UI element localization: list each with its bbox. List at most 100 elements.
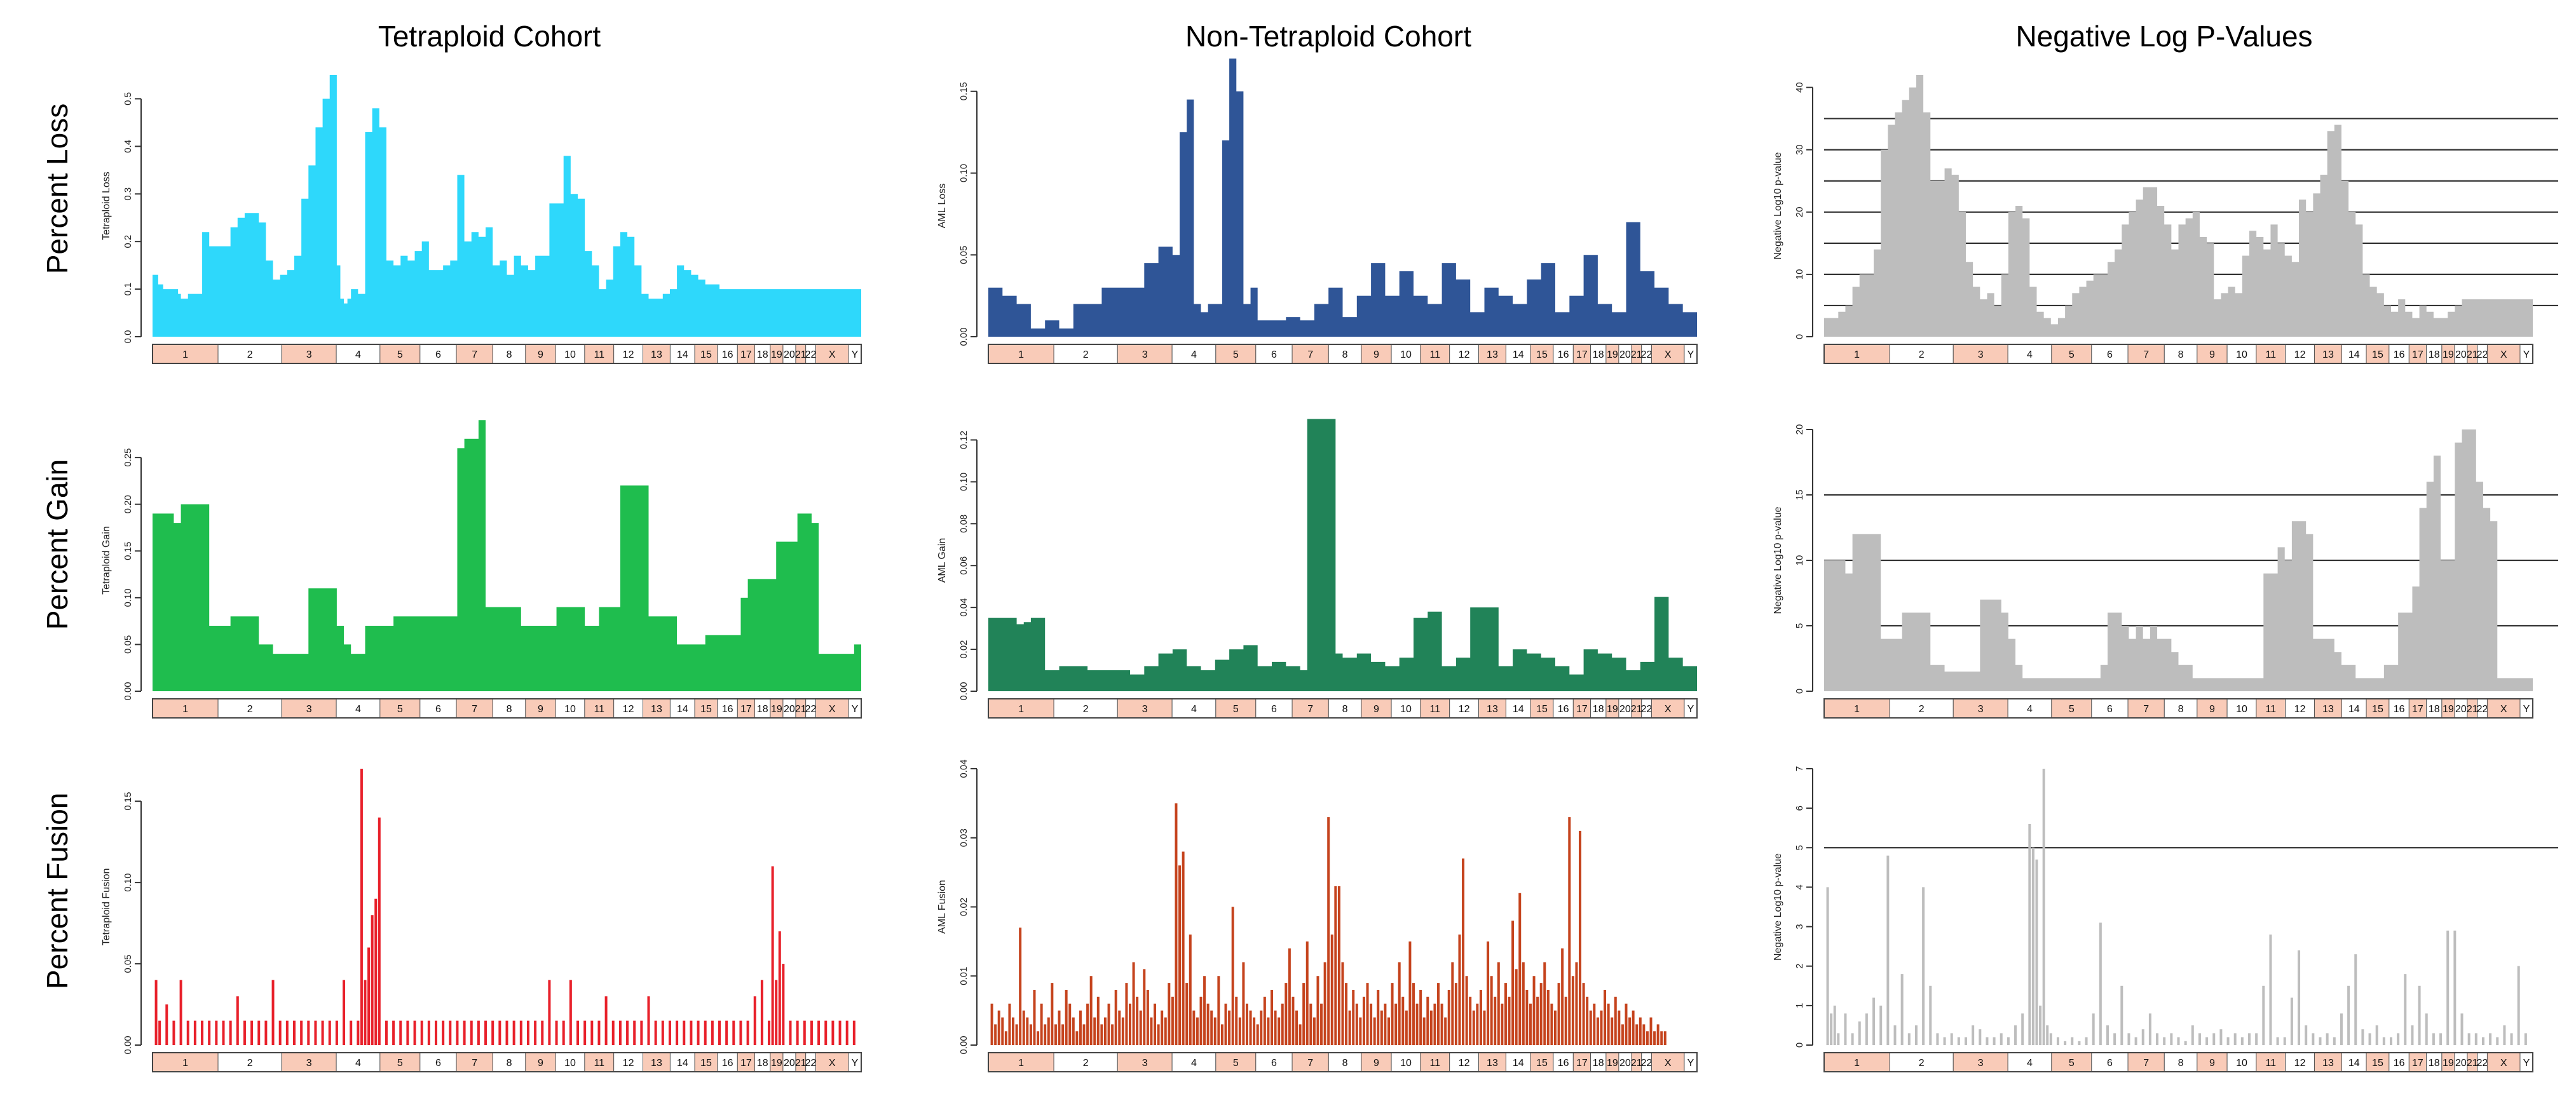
y-tick-label: 0.00 [958,682,969,700]
bar [997,1010,1000,1045]
bar [1320,1003,1323,1045]
bar [165,1004,168,1045]
chromosome-label: 4 [355,1058,361,1069]
bar [604,996,608,1045]
bar [2042,769,2045,1045]
bar [2212,1033,2216,1045]
bar [2375,1025,2378,1045]
bar [1511,921,1515,1045]
bar [1086,1003,1089,1045]
bar [399,1020,402,1045]
bar [1051,983,1054,1045]
chromosome-segment [1505,698,1531,719]
bar [2474,1033,2477,1045]
chromosome-label: 14 [2348,1058,2360,1069]
bar [1872,997,1876,1045]
chromosome-label: 1 [1018,704,1024,715]
chromosome-segment [2256,1052,2286,1072]
chromosome-label: X [2500,349,2507,360]
chromosome-label: 11 [1429,349,1440,360]
chromosome-segment [642,1052,671,1072]
chromosome-segment [815,698,849,719]
chromosome-label: 4 [355,349,361,360]
bar [1079,1010,1082,1045]
bar [782,964,785,1045]
bar [1656,1024,1659,1045]
bar [1508,996,1511,1045]
bar [2517,966,2520,1045]
chromosome-label: 14 [1513,349,1524,360]
bar [1213,1017,1216,1045]
bar [158,1020,161,1045]
chromosome-label: 13 [1487,704,1498,715]
bar [2092,1013,2095,1045]
chromosome-label: 13 [2322,1058,2334,1069]
chromosome-label: 18 [1593,704,1604,715]
bar [1660,1031,1663,1045]
bar [845,1020,848,1045]
bar [1568,817,1571,1045]
bar [1263,996,1266,1045]
chromosome-label: Y [2523,349,2530,360]
bar [1936,1033,1939,1045]
bar [208,1020,211,1045]
chromosome-segment [2091,698,2129,719]
chromosome-segment [1505,344,1531,364]
bar [1415,1003,1419,1045]
bar [1171,996,1174,1045]
bar [1096,996,1100,1045]
bar [1532,976,1536,1045]
chromosome-segment [2197,698,2228,719]
bar [526,1020,529,1045]
chromosome-label: 17 [740,1058,752,1069]
chromosome-label: 4 [1191,704,1197,715]
y-tick-label: 0.2 [123,235,133,248]
y-axis-label: Tetraploid Loss [101,172,112,240]
chromosome-label: 10 [2236,1058,2247,1069]
bar [1334,886,1337,1045]
bar [1370,1003,1373,1045]
bar [1515,969,1518,1045]
bar [456,1020,459,1045]
bar [2156,1033,2159,1045]
chromosome-label: 12 [2294,349,2306,360]
y-tick-label: 0.05 [123,954,133,973]
bar [222,1020,225,1045]
chromosome-label: 14 [677,349,688,360]
bar [1040,1003,1043,1045]
chromosome-bar [1823,1052,2533,1072]
bar [597,1020,601,1045]
bar [1543,962,1546,1045]
chromosome-label: Y [1687,704,1694,715]
column-title-tetraploid: Tetraploid Cohort [378,20,601,53]
y-tick-label: 0.00 [123,682,133,700]
series-area [153,75,861,337]
bar [1341,962,1344,1045]
chromosome-bar [152,344,862,364]
bar [1900,974,1904,1045]
y-tick-label: 0 [1794,689,1805,694]
bar [1242,962,1245,1045]
bar [2368,1033,2371,1045]
bar [1501,1003,1504,1045]
y-tick-label: 0.3 [123,187,133,201]
bar [321,1020,324,1045]
bar [1019,928,1022,1045]
bar [697,1020,700,1045]
y-tick-label: 0.10 [958,473,969,491]
chromosome-label: 15 [1536,1058,1548,1069]
series-area [988,58,1697,337]
chromosome-label: 22 [1641,704,1653,715]
chromosome-label: 8 [2178,704,2184,715]
chromosome-label: Y [1687,349,1694,360]
bar [2382,1037,2385,1045]
chromosome-segment [456,1052,493,1072]
series-area [153,420,861,691]
chromosome-label: 16 [1558,704,1569,715]
chromosome-label: 2 [247,1058,253,1069]
chromosome-label: 2 [1919,1058,1925,1069]
bar [1008,1003,1011,1045]
